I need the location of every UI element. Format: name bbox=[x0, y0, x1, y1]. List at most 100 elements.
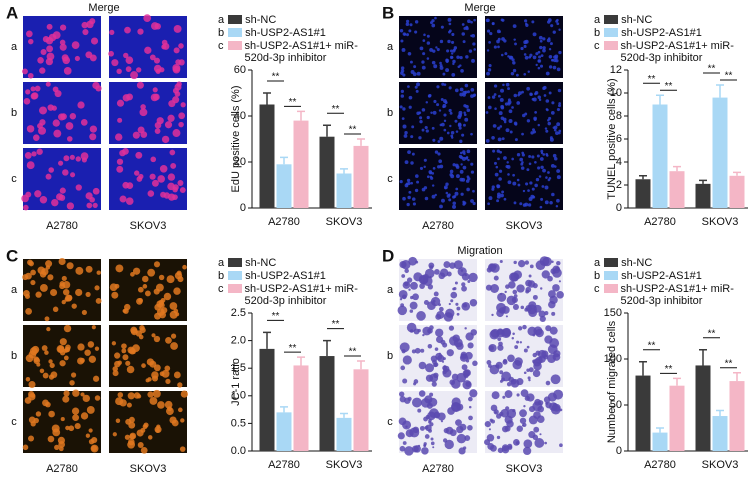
cell bbox=[416, 82, 420, 87]
cell bbox=[488, 64, 492, 68]
cell bbox=[543, 94, 547, 97]
row-label: b bbox=[11, 350, 17, 362]
cell bbox=[538, 310, 546, 318]
cell bbox=[439, 204, 443, 209]
cell bbox=[537, 166, 541, 170]
cell bbox=[539, 256, 550, 266]
cell bbox=[463, 27, 467, 30]
cell bbox=[466, 187, 470, 192]
cell bbox=[430, 111, 433, 114]
cell bbox=[533, 358, 542, 367]
cell bbox=[77, 343, 85, 351]
cell bbox=[423, 158, 427, 162]
cell bbox=[461, 272, 470, 281]
cell bbox=[75, 266, 84, 275]
cell bbox=[408, 29, 412, 33]
cell bbox=[406, 178, 411, 183]
significance-label: ** bbox=[272, 72, 280, 83]
cell bbox=[442, 342, 448, 348]
cell bbox=[498, 169, 503, 173]
cell bbox=[409, 301, 418, 310]
cell bbox=[515, 73, 519, 77]
cell bbox=[161, 39, 168, 46]
cell bbox=[494, 172, 499, 177]
significance-label: ** bbox=[332, 319, 340, 330]
cell bbox=[533, 426, 540, 433]
cell bbox=[424, 434, 430, 439]
cell bbox=[456, 306, 461, 311]
cell bbox=[521, 424, 525, 427]
cell bbox=[58, 160, 64, 166]
cell bbox=[59, 360, 66, 367]
cell bbox=[400, 71, 404, 75]
cell bbox=[516, 153, 521, 157]
cell bbox=[408, 95, 413, 100]
cell bbox=[486, 18, 490, 23]
cell bbox=[447, 17, 452, 22]
cell bbox=[555, 205, 559, 208]
cell bbox=[459, 92, 464, 97]
cell bbox=[407, 85, 410, 88]
cell bbox=[438, 303, 441, 307]
cell bbox=[465, 26, 469, 31]
cell bbox=[526, 168, 530, 172]
cell bbox=[539, 45, 543, 50]
cell bbox=[494, 107, 497, 110]
cell bbox=[399, 298, 403, 301]
cell bbox=[465, 359, 470, 363]
panel-letter: C bbox=[6, 246, 18, 265]
cell bbox=[520, 305, 525, 310]
y-tick-label: 0.0 bbox=[231, 445, 246, 457]
cell bbox=[401, 48, 406, 52]
bar bbox=[635, 375, 651, 451]
cell bbox=[25, 376, 31, 382]
cell bbox=[534, 438, 545, 448]
cell bbox=[461, 156, 466, 161]
cell bbox=[500, 105, 505, 110]
cell bbox=[424, 425, 429, 430]
cell bbox=[458, 126, 462, 130]
cell bbox=[519, 417, 527, 424]
cell bbox=[486, 29, 491, 33]
cell bbox=[36, 362, 41, 367]
cell bbox=[556, 122, 561, 127]
cell bbox=[527, 376, 531, 380]
cell bbox=[407, 396, 412, 401]
cell bbox=[125, 56, 134, 65]
cell bbox=[549, 42, 553, 46]
cell bbox=[556, 260, 561, 266]
legend-swatch bbox=[603, 284, 618, 293]
cell bbox=[554, 54, 559, 59]
y-tick-label: 12 bbox=[610, 64, 622, 76]
cell bbox=[116, 68, 122, 74]
cell bbox=[414, 85, 418, 89]
cell bbox=[435, 46, 438, 49]
cell bbox=[441, 198, 445, 203]
cell bbox=[495, 165, 499, 169]
cell bbox=[421, 60, 425, 64]
cell bbox=[537, 50, 541, 54]
cell bbox=[427, 301, 436, 311]
cell bbox=[463, 111, 466, 114]
cell bbox=[534, 111, 537, 114]
cell bbox=[45, 81, 51, 87]
significance-label: ** bbox=[725, 358, 733, 369]
cell bbox=[34, 190, 42, 198]
cell bbox=[108, 50, 114, 57]
error-bar bbox=[733, 171, 741, 176]
row-label: b bbox=[387, 350, 393, 362]
cell bbox=[418, 136, 422, 140]
cell bbox=[470, 132, 473, 136]
cell bbox=[524, 112, 528, 116]
cell bbox=[165, 407, 174, 416]
cell bbox=[529, 181, 533, 185]
cell bbox=[157, 175, 165, 183]
cell bbox=[424, 196, 429, 201]
cell bbox=[402, 378, 408, 384]
cell bbox=[404, 160, 409, 165]
legend-swatch bbox=[604, 271, 619, 280]
cell bbox=[111, 59, 119, 67]
cell bbox=[467, 424, 473, 431]
cell bbox=[444, 439, 454, 450]
cell bbox=[436, 85, 440, 89]
